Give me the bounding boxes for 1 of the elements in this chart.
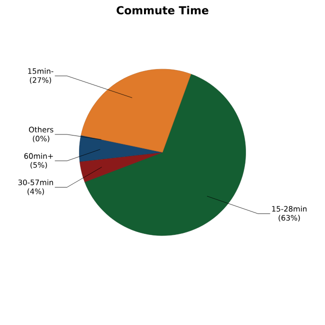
chart-title: Commute Time <box>116 6 208 14</box>
